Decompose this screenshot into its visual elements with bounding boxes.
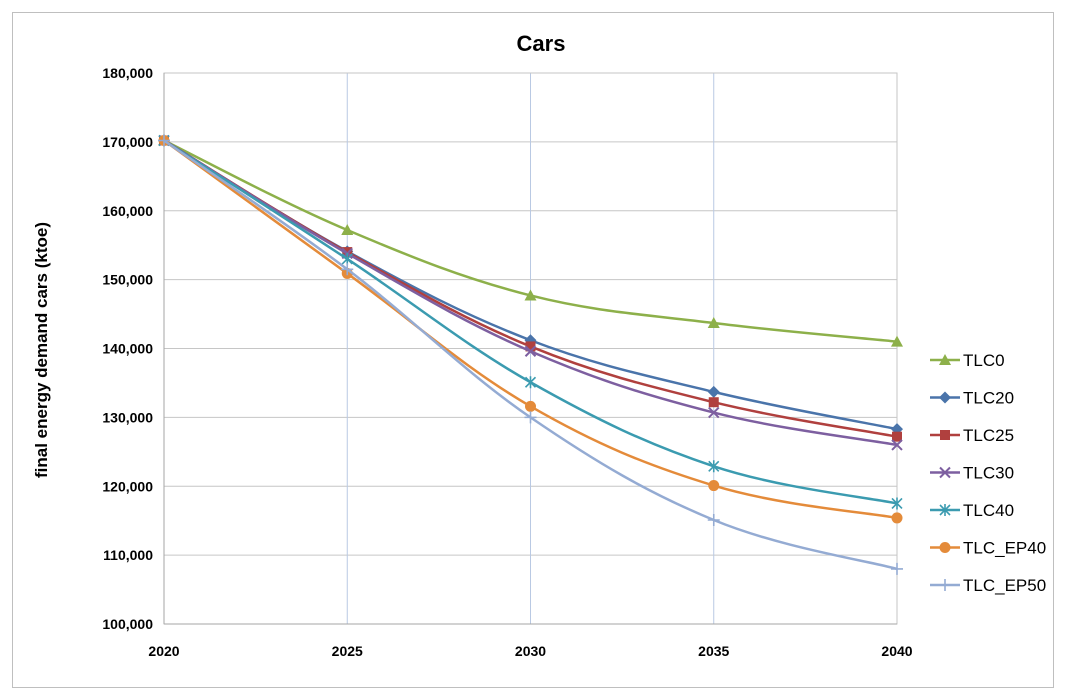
legend-item[interactable]: TLC30	[930, 464, 1014, 483]
legend-item[interactable]: TLC0	[930, 351, 1005, 370]
legend-label: TLC25	[963, 426, 1014, 445]
legend-marker	[940, 430, 950, 440]
data-point	[708, 397, 719, 408]
x-tick-label: 2030	[515, 643, 546, 659]
legend-label: TLC40	[963, 501, 1014, 520]
legend-item[interactable]: TLC40	[930, 501, 1014, 520]
x-tick-label: 2020	[148, 643, 179, 659]
legend-marker	[939, 579, 951, 591]
legend-item[interactable]: TLC25	[930, 426, 1014, 445]
data-point	[525, 341, 536, 352]
series-lines	[158, 134, 903, 575]
x-tick-label: 2040	[881, 643, 912, 659]
y-tick-label: 150,000	[102, 272, 153, 288]
data-point	[524, 289, 537, 301]
data-point	[891, 512, 903, 524]
legend-label: TLC0	[963, 351, 1005, 370]
plot-area-border	[163, 72, 898, 625]
x-tick-label: 2025	[332, 643, 363, 659]
y-tick-label: 160,000	[102, 203, 153, 219]
data-point	[707, 317, 720, 329]
legend-marker	[939, 391, 951, 404]
data-point	[524, 345, 537, 357]
legend-item[interactable]: TLC20	[930, 389, 1014, 408]
chart-title: Cars	[517, 31, 566, 56]
series-tlc40	[158, 134, 903, 510]
y-tick-label: 180,000	[102, 65, 153, 81]
legend-label: TLC_EP50	[963, 576, 1046, 595]
legend-label: TLC30	[963, 464, 1014, 483]
legend-item[interactable]: TLC_EP50	[930, 576, 1046, 595]
data-point	[708, 460, 720, 473]
y-tick-label: 110,000	[103, 547, 153, 563]
data-point	[341, 252, 353, 265]
y-tick-label: 100,000	[102, 616, 153, 632]
legend[interactable]: TLC0 TLC20 TLC25 TLC30 TLC40 TLC_EP40 TLC_EP50	[930, 351, 1046, 595]
legend-marker	[939, 542, 951, 553]
legend-label: TLC_EP40	[963, 539, 1046, 558]
data-point	[341, 263, 354, 276]
series-tlc-ep50	[158, 134, 903, 575]
data-point	[707, 513, 720, 526]
data-point	[525, 400, 536, 412]
data-point	[707, 385, 720, 398]
x-tick-labels: 2020 2025 2030 2035 2040	[148, 643, 912, 659]
data-point	[708, 406, 720, 419]
legend-label: TLC20	[963, 389, 1014, 408]
data-point	[708, 480, 720, 492]
legend-marker	[939, 466, 951, 479]
data-point	[341, 224, 354, 236]
y-axis-label: final energy demand cars (ktoe)	[32, 222, 51, 478]
data-point	[524, 411, 537, 424]
data-point	[158, 134, 170, 147]
data-point	[892, 431, 902, 442]
legend-item[interactable]: TLC_EP40	[930, 539, 1046, 558]
y-tick-label: 120,000	[102, 478, 153, 494]
data-point	[891, 335, 903, 347]
y-tick-label: 170,000	[102, 134, 153, 150]
series-line	[163, 139, 898, 520]
legend-marker	[939, 504, 951, 516]
x-tick-label: 2035	[698, 643, 729, 659]
legend-marker	[939, 354, 951, 365]
series-tlc-ep40	[158, 134, 903, 524]
data-point	[891, 562, 903, 575]
y-tick-label: 140,000	[102, 341, 153, 357]
y-tick-label: 130,000	[102, 409, 153, 425]
y-tick-labels: 100,000 110,000 120,000 130,000 140,000 150,0…	[102, 65, 153, 632]
data-point	[891, 497, 903, 510]
data-point	[524, 376, 537, 389]
data-point	[891, 439, 903, 451]
